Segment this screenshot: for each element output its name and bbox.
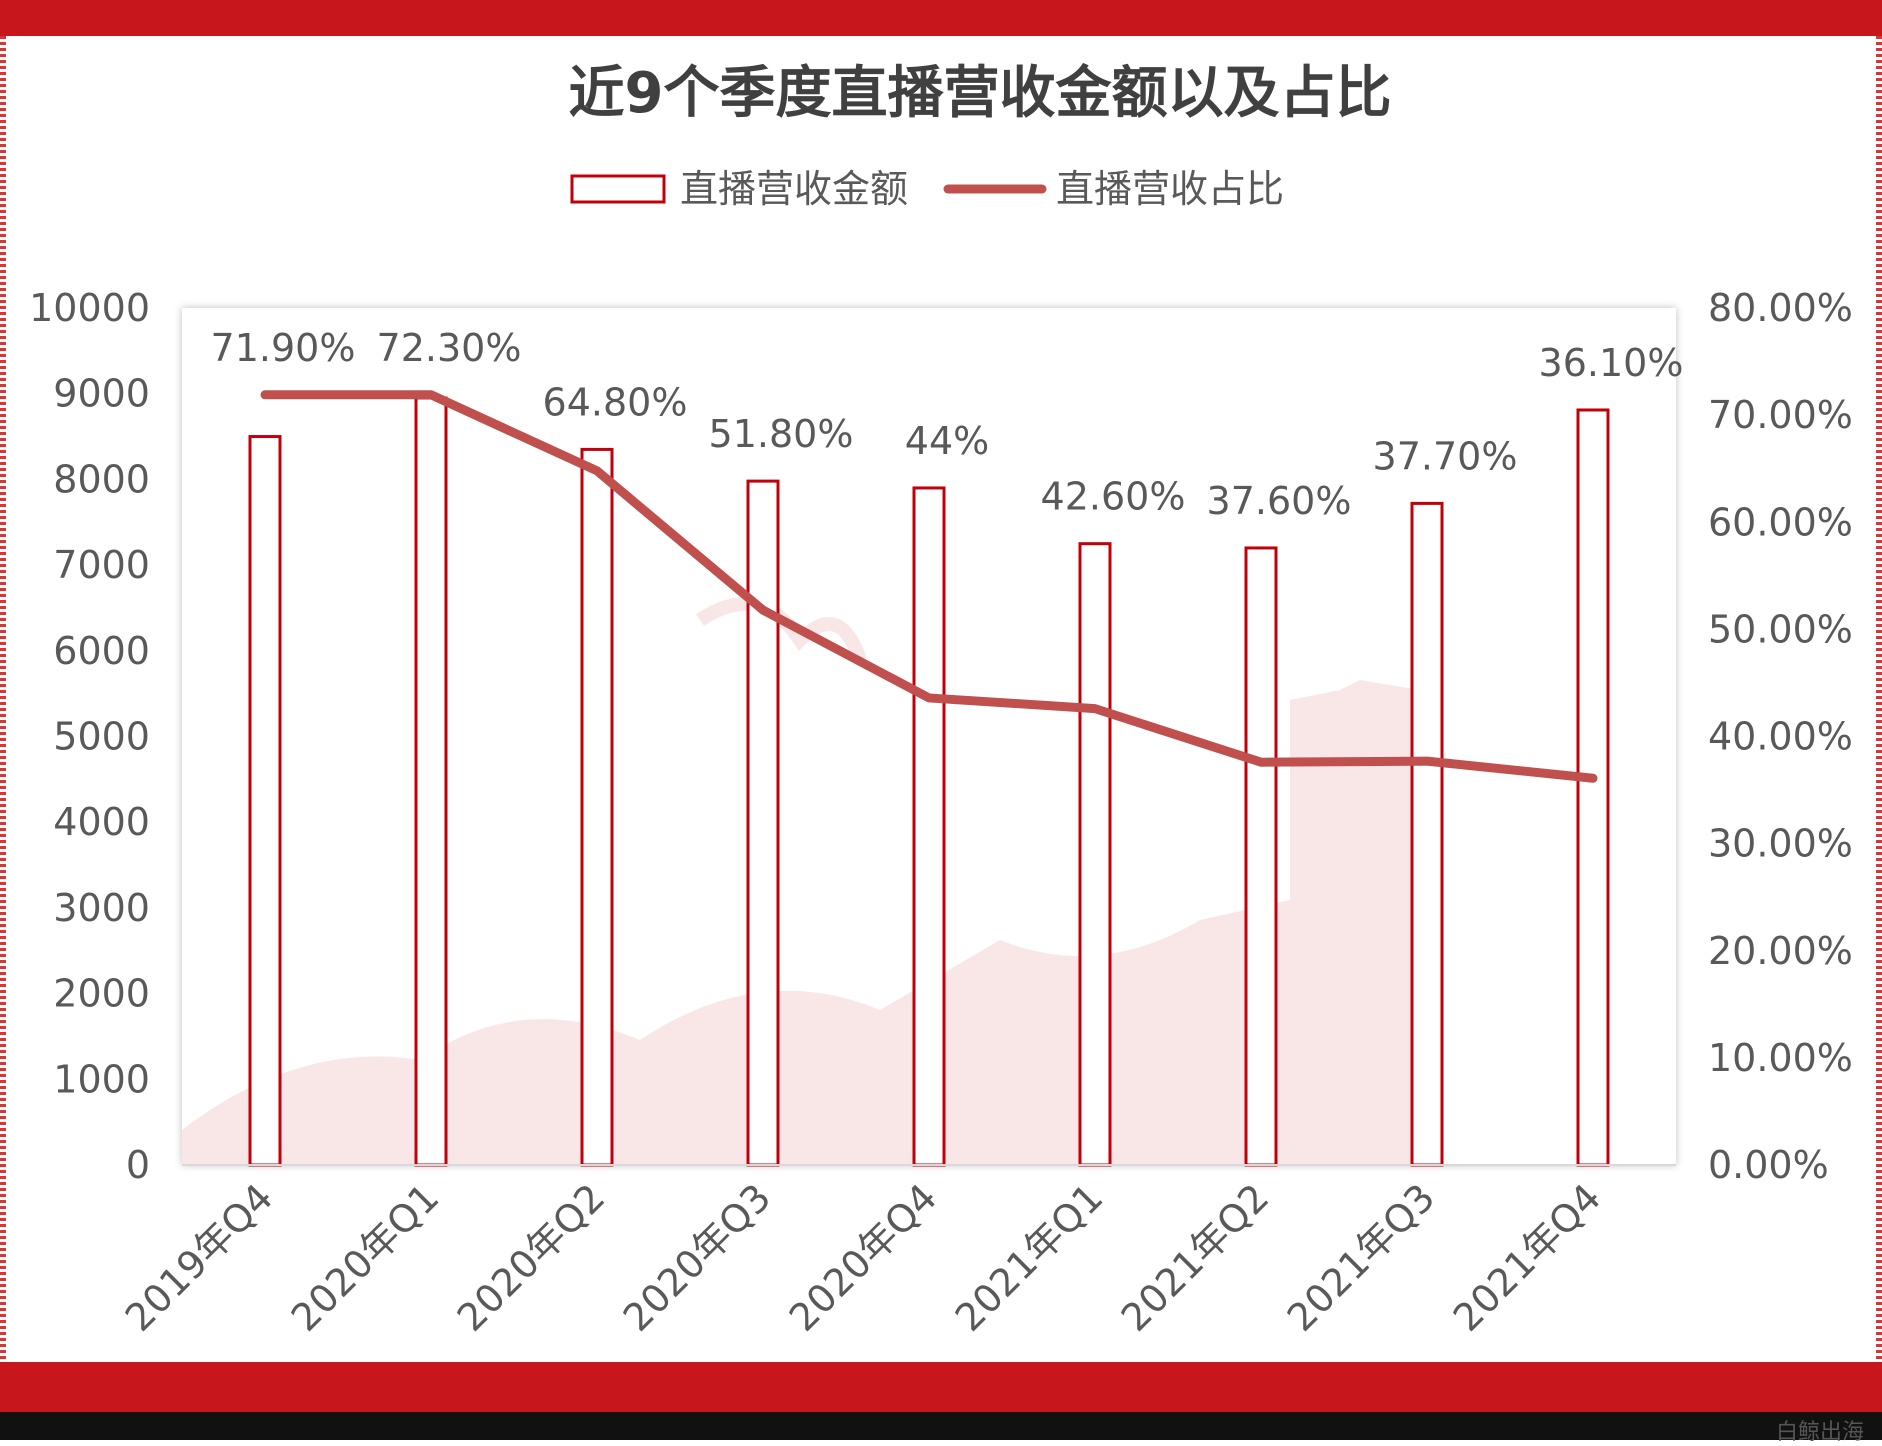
ratio-point: [928, 696, 930, 699]
right-tick-label: 0.00%: [1708, 1143, 1829, 1187]
ratio-data-label: 71.90%: [211, 326, 356, 370]
right-tick-label: 70.00%: [1708, 393, 1853, 437]
bottom-red-band: [0, 1362, 1882, 1412]
x-category-label: 2020年Q4: [781, 1175, 946, 1340]
right-tick-label: 60.00%: [1708, 500, 1853, 544]
x-category-label: 2020年Q1: [283, 1175, 448, 1340]
bar: [1244, 546, 1278, 1167]
left-tick-label: 3000: [53, 886, 150, 930]
bar: [746, 479, 780, 1167]
ratio-data-label: 51.80%: [709, 412, 854, 456]
x-category-label: 2021年Q1: [947, 1175, 1112, 1340]
ratio-point: [1094, 707, 1096, 710]
left-axis: 0 1000 2000 3000 4000 5000 6000 7000 8000 9000 100…: [29, 286, 150, 1187]
left-tick-label: 9000: [53, 372, 150, 416]
ratio-point: [762, 609, 764, 612]
left-tick-label: 0: [126, 1143, 150, 1187]
ratio-data-label: 42.60%: [1041, 475, 1186, 519]
left-tick-label: 7000: [53, 543, 150, 587]
legend-label-amount: 直播营收金额: [680, 167, 908, 211]
bottom-strip: [0, 1412, 1882, 1440]
bar: [414, 396, 448, 1167]
ratio-point: [1260, 761, 1262, 764]
left-tick-label: 8000: [53, 457, 150, 501]
ratio-data-label: 37.60%: [1207, 479, 1352, 523]
left-tick-label: 5000: [53, 715, 150, 759]
bar: [580, 447, 614, 1167]
x-category-label: 2020年Q2: [449, 1175, 614, 1340]
line-series: [260, 390, 1598, 783]
right-border: [1876, 36, 1882, 1362]
ratio-data-label: 37.70%: [1373, 434, 1518, 478]
left-tick-label: 2000: [53, 972, 150, 1016]
left-border: [0, 36, 6, 1362]
bar: [248, 435, 282, 1167]
x-category-label: 2021年Q2: [1113, 1175, 1278, 1340]
x-category-label: 2019年Q4: [117, 1175, 282, 1340]
ratio-data-label: 64.80%: [543, 380, 688, 424]
ratio-point: [1592, 777, 1594, 780]
legend-label-ratio: 直播营收占比: [1056, 167, 1284, 211]
chart-title: 近9个季度直播营收金额以及占比: [569, 61, 1392, 126]
right-tick-label: 30.00%: [1708, 822, 1853, 866]
data-labels: 71.90% 72.30% 64.80% 51.80% 44% 42.60% 37.60% 3…: [211, 326, 1684, 523]
ratio-point: [1426, 760, 1428, 763]
left-tick-label: 6000: [53, 629, 150, 673]
left-tick-label: 4000: [53, 800, 150, 844]
ratio-data-label: 44%: [905, 419, 989, 463]
bar: [1410, 501, 1444, 1167]
bar-series: [248, 396, 1610, 1167]
x-category-label: 2021年Q4: [1445, 1175, 1610, 1340]
ratio-point: [264, 393, 266, 396]
ratio-data-label: 36.10%: [1539, 341, 1684, 385]
left-tick-label: 1000: [53, 1057, 150, 1101]
bar: [1576, 408, 1610, 1167]
x-category-label: 2020年Q3: [615, 1175, 780, 1340]
legend-swatch-bar: [570, 174, 666, 204]
top-red-band: [0, 0, 1882, 36]
right-tick-label: 10.00%: [1708, 1036, 1853, 1080]
bar: [912, 486, 946, 1167]
right-tick-label: 80.00%: [1708, 286, 1853, 330]
right-axis: 0.00% 10.00% 20.00% 30.00% 40.00% 50.00% 60.00…: [1708, 286, 1853, 1187]
left-tick-label: 10000: [29, 286, 150, 330]
ratio-point: [596, 469, 598, 472]
right-tick-label: 50.00%: [1708, 607, 1853, 651]
legend: 直播营收金额 直播营收占比: [570, 167, 1284, 211]
right-tick-label: 20.00%: [1708, 929, 1853, 973]
bar: [1078, 542, 1112, 1167]
ratio-data-label: 72.30%: [377, 326, 522, 370]
x-category-label: 2021年Q3: [1279, 1175, 1444, 1340]
x-axis: 2019年Q4 2020年Q1 2020年Q2 2020年Q3 2020年Q4 2021年…: [117, 1175, 1610, 1340]
ratio-point: [430, 393, 432, 396]
right-tick-label: 40.00%: [1708, 715, 1853, 759]
